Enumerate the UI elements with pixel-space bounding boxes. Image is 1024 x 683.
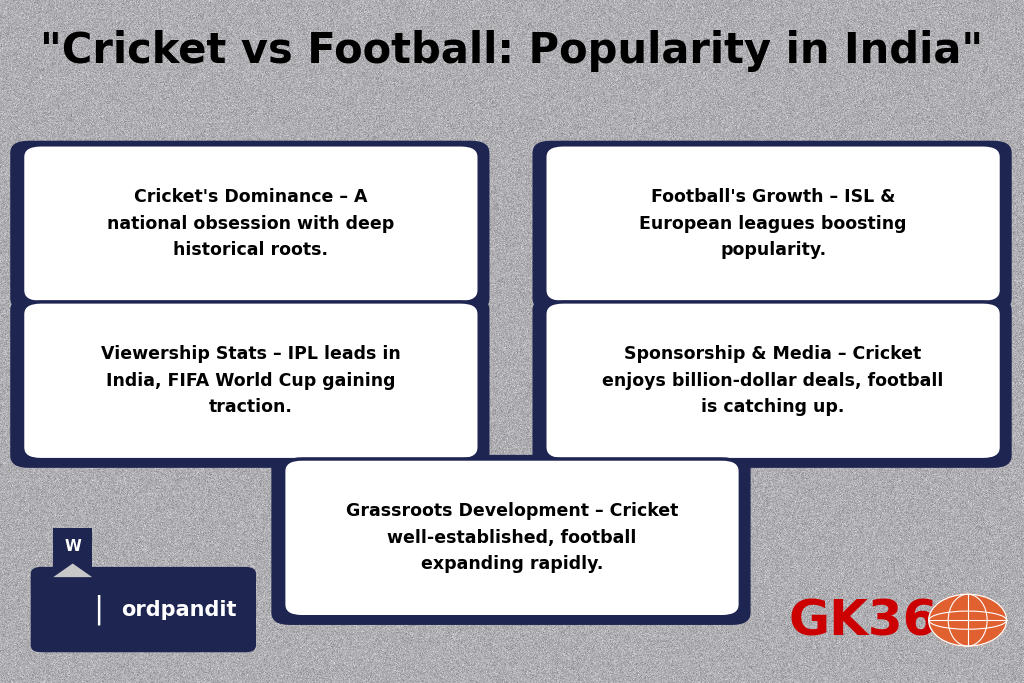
FancyBboxPatch shape (31, 567, 256, 652)
Text: |: | (93, 594, 103, 625)
FancyBboxPatch shape (545, 145, 1001, 303)
FancyBboxPatch shape (10, 141, 489, 311)
FancyBboxPatch shape (284, 459, 740, 617)
Text: GK36: GK36 (788, 598, 938, 645)
FancyBboxPatch shape (532, 298, 1012, 468)
FancyBboxPatch shape (532, 141, 1012, 311)
FancyBboxPatch shape (23, 302, 479, 460)
Text: Grassroots Development – Cricket
well-established, football
expanding rapidly.: Grassroots Development – Cricket well-es… (346, 503, 678, 573)
Text: Football's Growth – ISL &
European leagues boosting
popularity.: Football's Growth – ISL & European leagu… (639, 189, 907, 259)
Text: Sponsorship & Media – Cricket
enjoys billion-dollar deals, football
is catching : Sponsorship & Media – Cricket enjoys bil… (602, 346, 944, 416)
Text: "Cricket vs Football: Popularity in India": "Cricket vs Football: Popularity in Indi… (40, 30, 984, 72)
Circle shape (929, 594, 1007, 646)
FancyBboxPatch shape (53, 528, 92, 577)
Polygon shape (53, 563, 92, 577)
FancyBboxPatch shape (545, 302, 1001, 460)
FancyBboxPatch shape (10, 298, 489, 468)
Text: ordpandit: ordpandit (122, 600, 237, 619)
FancyBboxPatch shape (271, 455, 751, 625)
Text: W: W (65, 539, 81, 554)
Text: Viewership Stats – IPL leads in
India, FIFA World Cup gaining
traction.: Viewership Stats – IPL leads in India, F… (101, 346, 400, 416)
FancyBboxPatch shape (23, 145, 479, 303)
Text: Cricket's Dominance – A
national obsession with deep
historical roots.: Cricket's Dominance – A national obsessi… (108, 189, 394, 259)
